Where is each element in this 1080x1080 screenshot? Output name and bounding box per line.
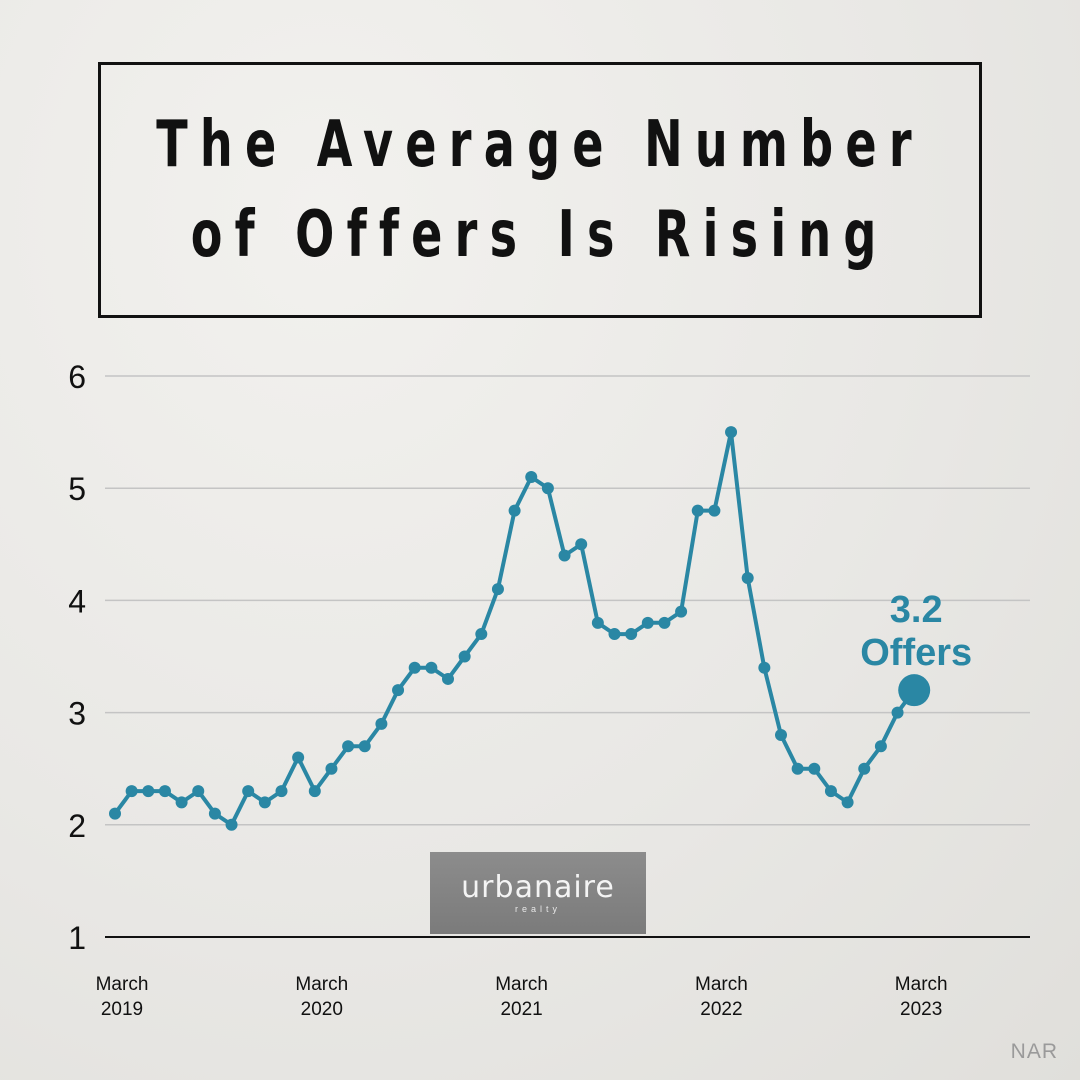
data-point-19 xyxy=(425,661,438,674)
data-point-36 xyxy=(708,504,721,517)
data-point-15 xyxy=(358,740,371,753)
data-point-10 xyxy=(275,785,288,798)
data-point-41 xyxy=(791,762,804,775)
logo-sub: realty xyxy=(514,903,561,914)
x-tick-label-year-2021: 2021 xyxy=(500,999,542,1020)
data-point-33 xyxy=(658,616,671,629)
data-point-27 xyxy=(558,549,571,562)
annotation-label: Offers xyxy=(860,632,972,674)
data-point-40 xyxy=(775,729,787,742)
data-point-0 xyxy=(109,807,121,820)
data-point-3 xyxy=(158,785,171,798)
data-point-31 xyxy=(625,628,638,641)
x-tick-label-year-2019: 2019 xyxy=(101,999,143,1020)
data-point-37 xyxy=(725,426,738,439)
x-tick-label-2021: March xyxy=(495,974,548,995)
data-point-7 xyxy=(225,818,238,831)
title-line-1: The Average Number xyxy=(156,108,924,182)
data-point-14 xyxy=(342,740,355,753)
data-point-9 xyxy=(258,796,271,809)
data-point-5 xyxy=(192,785,205,798)
title-box: The Average Number of Offers Is Rising xyxy=(98,62,982,318)
data-point-6 xyxy=(208,807,221,820)
data-point-18 xyxy=(408,661,421,674)
data-point-34 xyxy=(675,605,688,618)
x-tick-label-2019: March xyxy=(96,974,149,995)
data-point-32 xyxy=(641,616,654,629)
data-point-8 xyxy=(242,785,255,798)
data-point-30 xyxy=(608,628,621,641)
urbanaire-logo: urbanaire realty xyxy=(430,852,646,934)
title-line-2: of Offers Is Rising xyxy=(191,198,889,272)
data-point-29 xyxy=(591,616,604,629)
data-point-23 xyxy=(491,583,504,596)
data-point-39 xyxy=(758,661,771,674)
y-tick-label-4: 4 xyxy=(68,583,86,619)
data-point-4 xyxy=(175,796,188,809)
x-tick-label-year-2022: 2022 xyxy=(700,999,742,1020)
data-point-42 xyxy=(808,762,821,775)
source-label: NAR xyxy=(1010,1040,1058,1063)
data-point-16 xyxy=(375,717,388,730)
data-point-48 xyxy=(898,674,931,707)
data-point-24 xyxy=(508,504,521,517)
annotation-value: 3.2 xyxy=(890,589,943,631)
data-point-25 xyxy=(525,470,538,483)
x-tick-label-year-2023: 2023 xyxy=(900,999,942,1020)
logo-name: urbanaire xyxy=(461,869,615,905)
y-tick-label-6: 6 xyxy=(68,359,86,395)
data-point-35 xyxy=(691,504,704,517)
data-point-13 xyxy=(325,762,338,775)
data-point-21 xyxy=(458,650,471,663)
y-tick-label-2: 2 xyxy=(68,808,86,844)
x-tick-label-2020: March xyxy=(295,974,348,995)
y-tick-label-3: 3 xyxy=(68,696,86,732)
y-tick-label-5: 5 xyxy=(68,471,86,507)
x-tick-label-2022: March xyxy=(695,974,748,995)
data-point-47 xyxy=(891,706,904,719)
data-point-11 xyxy=(292,751,305,764)
data-point-45 xyxy=(858,762,871,775)
data-point-22 xyxy=(475,628,488,641)
y-tick-label-1: 1 xyxy=(68,920,86,956)
data-point-43 xyxy=(824,785,837,798)
data-point-17 xyxy=(392,684,405,697)
data-point-38 xyxy=(741,571,754,584)
data-point-44 xyxy=(841,796,854,809)
x-tick-label-2023: March xyxy=(895,974,948,995)
data-point-2 xyxy=(142,785,155,798)
data-point-26 xyxy=(541,482,554,495)
data-point-12 xyxy=(308,785,321,798)
data-point-1 xyxy=(125,785,138,798)
data-point-46 xyxy=(874,740,887,753)
data-point-28 xyxy=(575,538,588,551)
data-point-20 xyxy=(442,672,454,685)
x-tick-label-year-2020: 2020 xyxy=(301,999,343,1020)
